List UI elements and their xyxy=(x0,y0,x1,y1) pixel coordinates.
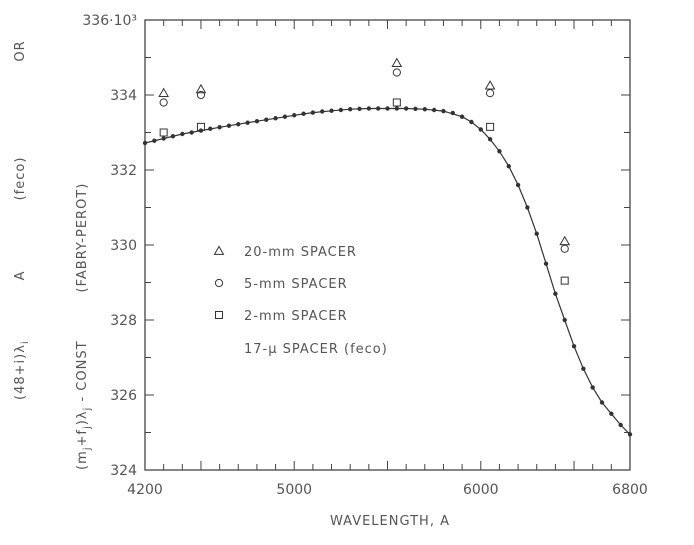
data-point-triangle xyxy=(559,235,571,246)
data-point-dot xyxy=(562,317,567,323)
data-point-dot xyxy=(618,422,623,428)
data-point-dot xyxy=(320,109,325,114)
legend: 20-mm SPACER 5-mm SPACER 2-mm SPACER 17-μ S… xyxy=(213,245,388,357)
data-point-dot xyxy=(581,366,586,371)
data-point-dot xyxy=(254,119,260,124)
fit-curve xyxy=(144,107,631,435)
data-point-dot xyxy=(487,137,493,142)
y-tick-label: 328 xyxy=(110,313,137,329)
data-point-dot xyxy=(422,107,428,112)
data-point-dot xyxy=(208,126,213,131)
x-axis-title: WAVELENGTH, A xyxy=(330,514,450,529)
data-point-circle xyxy=(485,89,495,98)
data-point-dot xyxy=(189,130,194,135)
data-point-triangle xyxy=(484,80,496,90)
legend-label: 2-mm SPACER xyxy=(244,309,348,324)
legend-label: 5-mm SPACER xyxy=(244,277,348,292)
data-point-square xyxy=(392,98,401,107)
y-tick-label: 336·10³ xyxy=(82,13,137,29)
data-point-dot xyxy=(142,140,148,146)
data-point-dot xyxy=(161,136,166,141)
data-point-triangle xyxy=(158,87,170,97)
data-point-square xyxy=(486,122,495,131)
data-point-dot xyxy=(534,231,539,236)
data-point-dot xyxy=(403,106,409,111)
legend-marker-square xyxy=(215,311,223,319)
data-point-dot xyxy=(264,117,269,122)
data-point-dot xyxy=(525,205,530,210)
data-point-dot xyxy=(292,113,297,118)
data-point-dot xyxy=(357,106,362,112)
legend-marker-circle xyxy=(214,278,224,288)
data-point-circle xyxy=(392,68,401,77)
data-point-square xyxy=(560,276,569,285)
data-point-dot xyxy=(152,138,157,143)
data-point-dot xyxy=(571,344,577,349)
legend-label: 20-mm SPACER xyxy=(244,245,357,260)
data-point-dot xyxy=(217,125,222,130)
x-tick-label: 6800 xyxy=(612,482,648,498)
data-point-dot xyxy=(413,106,418,112)
data-point-dot xyxy=(273,116,278,121)
data-points xyxy=(142,57,633,437)
data-point-dot xyxy=(236,122,241,127)
data-point-dot xyxy=(198,128,204,133)
data-point-dot xyxy=(366,106,372,111)
y-tick-label: 332 xyxy=(110,163,137,179)
data-point-dot xyxy=(180,131,185,137)
plot-border xyxy=(144,19,631,471)
plot-frame xyxy=(144,19,631,471)
x-tick-label: 4200 xyxy=(127,482,163,498)
data-point-triangle xyxy=(195,83,207,94)
data-point-dot xyxy=(515,182,521,188)
data-point-dot xyxy=(590,385,595,390)
data-point-dot xyxy=(329,108,334,113)
data-point-square xyxy=(159,128,168,137)
data-point-dot xyxy=(450,110,455,116)
data-point-dot xyxy=(543,261,549,266)
data-point-triangle xyxy=(391,57,403,67)
data-point-dot xyxy=(431,107,437,113)
data-point-dot xyxy=(385,106,390,111)
data-point-dot xyxy=(347,107,353,112)
data-point-dot xyxy=(627,432,633,437)
data-point-dot xyxy=(599,400,605,405)
data-point-dot xyxy=(469,119,474,125)
data-point-dot xyxy=(553,291,558,296)
data-point-dot xyxy=(459,114,465,119)
data-point-circle xyxy=(159,98,168,107)
legend-label: 17-μ SPACER (feco) xyxy=(244,342,388,357)
data-point-dot xyxy=(478,127,483,132)
data-point-circle xyxy=(196,90,206,100)
y-axis-title-outer: (48+i)λiA(feco)OR xyxy=(13,40,31,400)
data-point-dot xyxy=(375,106,381,111)
data-point-dot xyxy=(394,106,400,111)
data-point-dot xyxy=(226,123,232,128)
x-tick-label: 5000 xyxy=(276,482,312,498)
data-point-dot xyxy=(170,134,176,139)
data-point-dot xyxy=(301,111,306,116)
data-point-circle xyxy=(560,244,569,253)
data-point-dot xyxy=(245,120,250,125)
data-point-dot xyxy=(441,108,446,114)
legend-marker-triangle xyxy=(213,245,225,255)
x-tick-label: 6000 xyxy=(463,482,499,498)
fit-curve-line xyxy=(144,107,631,435)
axis-ticks: 4200 5000 6000 6800 324 326 328 330 332 334 336·10… xyxy=(82,13,647,498)
data-point-dot xyxy=(310,110,316,115)
y-tick-label: 334 xyxy=(110,88,137,104)
y-axis-title-inner: (mj+fj)λj - CONST(FABRY-PEROT) xyxy=(75,183,93,470)
y-tick-label: 324 xyxy=(110,463,137,479)
y-tick-label: 326 xyxy=(110,388,137,404)
data-point-dot xyxy=(497,149,502,154)
data-point-dot xyxy=(609,411,614,416)
data-point-dot xyxy=(506,164,511,169)
y-axis-labels: (48+i)λiA(feco)OR (mj+fj)λj - CONST(FABRY… xyxy=(13,40,93,470)
data-point-dot xyxy=(282,114,288,119)
data-point-dot xyxy=(338,107,344,113)
y-tick-label: 330 xyxy=(110,238,137,254)
